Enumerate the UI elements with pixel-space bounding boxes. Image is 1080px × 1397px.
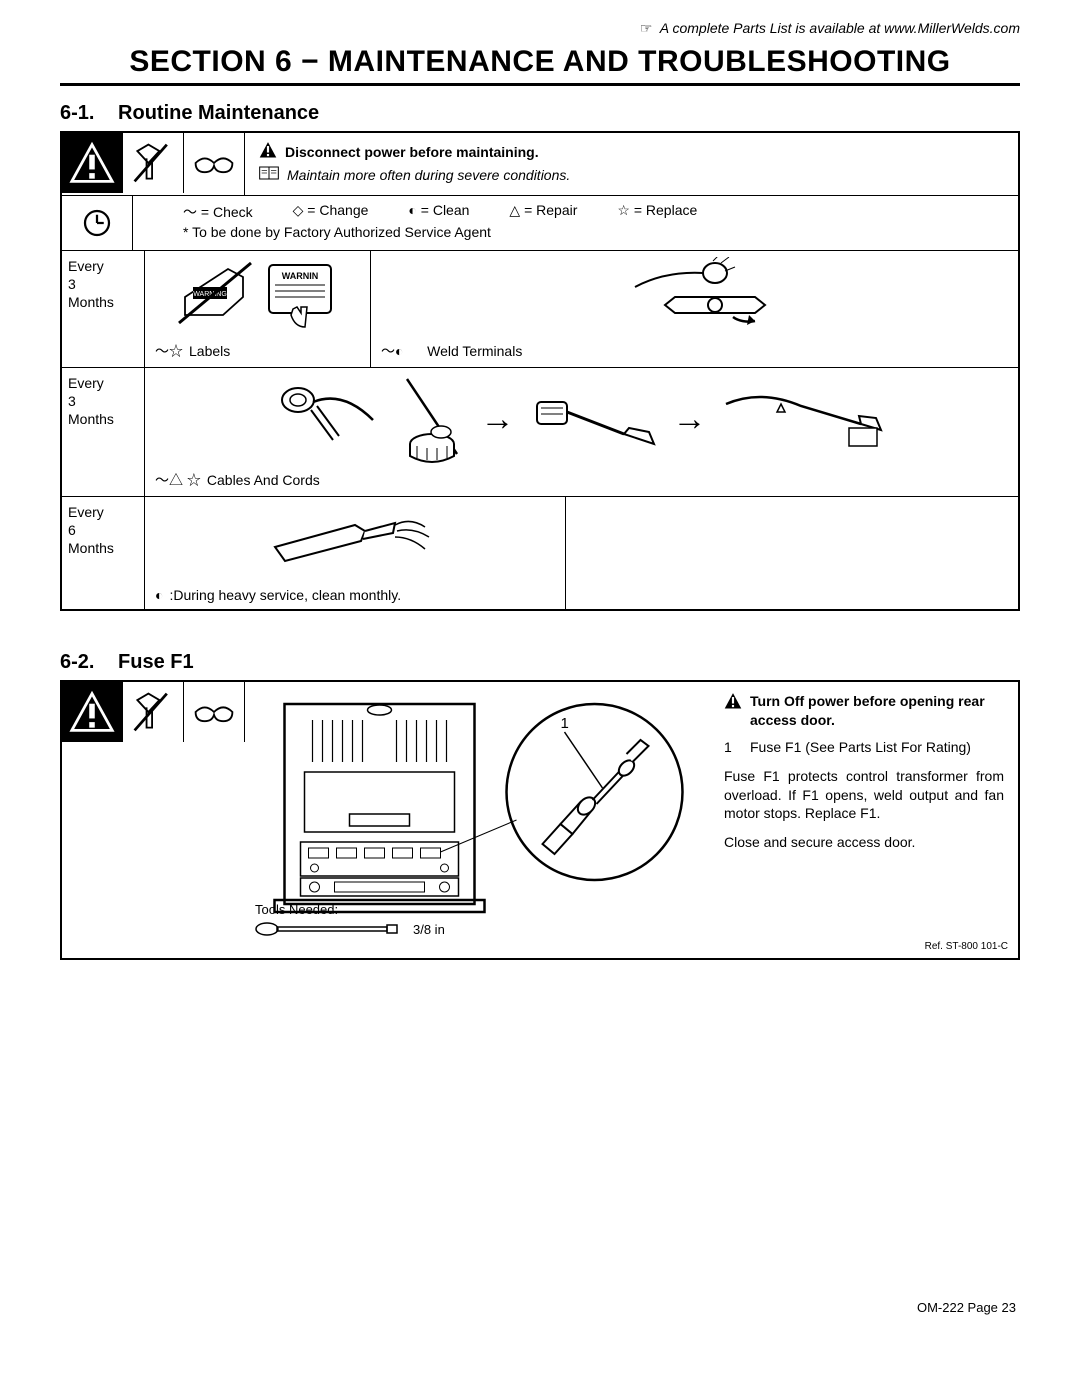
warning-triangle-icon	[62, 682, 123, 742]
legend-check: 〜 = Check	[183, 202, 253, 222]
parts-list-note-text: A complete Parts List is available at ww…	[660, 20, 1020, 36]
check-replace-symbols: 〜☆	[155, 341, 183, 361]
tools-needed-label: Tools Needed:	[255, 902, 445, 917]
legend-change: ◇ = Change	[293, 202, 369, 222]
weld-terminals-caption: Weld Terminals	[427, 343, 522, 359]
fuse-description-1: Fuse F1 protects control transformer fro…	[724, 767, 1004, 824]
inline-warning-icon	[724, 692, 742, 715]
fuse-callout-number: 1	[561, 715, 569, 732]
inline-warning-icon	[259, 141, 277, 162]
section-title: SECTION 6 − MAINTENANCE AND TROUBLESHOOT…	[60, 45, 1020, 86]
fuse-box: 1 Tools Needed: 3/8 in	[60, 680, 1020, 960]
labels-caption: Labels	[189, 343, 230, 359]
no-touch-icon	[123, 133, 184, 193]
disconnect-warning-text: Disconnect power before maintaining.	[285, 144, 539, 160]
subsection-6-2-number: 6-2.	[60, 651, 94, 673]
period-3-months-b: Every 3 Months	[62, 368, 145, 496]
fuse-description-2: Close and secure access door.	[724, 833, 1004, 852]
figure-reference: Ref. ST-800 101-C	[62, 937, 1018, 958]
no-touch-icon	[123, 682, 184, 742]
period-3-months-a: Every 3 Months	[62, 251, 145, 367]
parts-list-note: ☞ A complete Parts List is available at …	[60, 20, 1020, 37]
page-footer: OM-222 Page 23	[60, 1300, 1020, 1315]
legend-footnote: * To be done by Factory Authorized Servi…	[183, 224, 1008, 240]
subsection-6-1-number: 6-1.	[60, 102, 94, 124]
svg-text:WARNIN: WARNIN	[281, 271, 318, 281]
period-6-months: Every 6 Months	[62, 497, 145, 609]
subsection-6-1-title: Routine Maintenance	[118, 102, 319, 124]
pointing-hand-icon: ☞	[640, 20, 653, 36]
arrow-icon: →	[673, 400, 707, 439]
legend-clean: ◐ = Clean	[408, 202, 469, 222]
fuse-item-text: Fuse F1 (See Parts List For Rating)	[750, 738, 971, 757]
cables-caption: Cables And Cords	[207, 472, 320, 488]
fuse-warning-text: Turn Off power before opening rear acces…	[750, 692, 1004, 730]
safety-glasses-icon	[184, 682, 245, 742]
maintain-note-text: Maintain more often during severe condit…	[287, 167, 570, 183]
clean-symbol: ◐	[155, 587, 163, 603]
cables-illustration: → →	[155, 374, 1008, 464]
subsection-6-1-heading: 6-1. Routine Maintenance	[60, 102, 1020, 125]
subsection-6-2-heading: 6-2. Fuse F1	[60, 651, 1020, 674]
weld-terminals-illustration	[381, 257, 1008, 335]
legend-replace: ☆ = Replace	[617, 202, 697, 222]
subsection-6-2-title: Fuse F1	[118, 651, 194, 673]
check-clean-symbols: 〜◐	[381, 341, 403, 361]
blow-out-illustration	[155, 503, 555, 581]
legend-repair: △ = Repair	[509, 202, 577, 222]
arrow-icon: →	[481, 400, 515, 439]
safety-glasses-icon	[184, 133, 244, 193]
fuse-diagram: 1 Tools Needed: 3/8 in	[245, 682, 714, 937]
book-icon	[259, 166, 279, 183]
fuse-item-number: 1	[724, 738, 738, 757]
screwdriver-icon	[255, 921, 405, 937]
clock-icon	[62, 196, 133, 250]
labels-illustration: WARNIN WARNING	[155, 257, 360, 335]
tools-size-text: 3/8 in	[413, 922, 445, 937]
warning-triangle-icon	[62, 133, 123, 193]
heavy-service-caption: :During heavy service, clean monthly.	[169, 587, 401, 603]
check-repair-replace-symbols: 〜△ ☆	[155, 470, 201, 490]
maintenance-box: Disconnect power before maintaining. Mai…	[60, 131, 1020, 611]
